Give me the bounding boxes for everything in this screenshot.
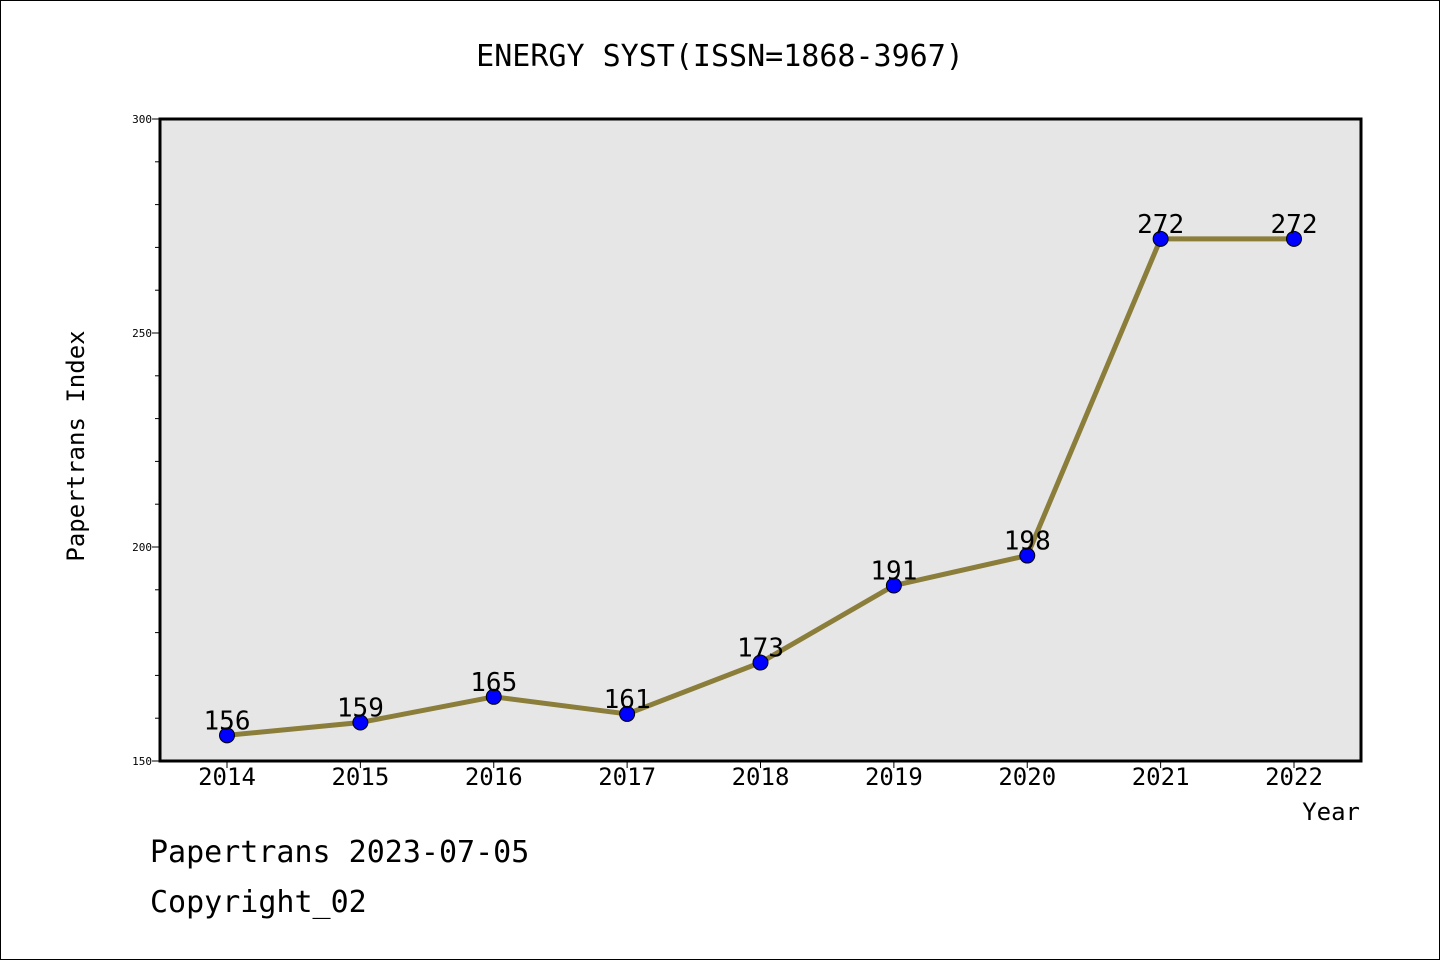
data-point (352, 714, 369, 731)
footer-date: Papertrans 2023-07-05 (150, 835, 530, 870)
x-axis: 2014 2015 2016 2017 2018 2019 2020 2021 2022 (198, 761, 1323, 791)
data-label: 156 (204, 706, 251, 736)
y-tick-label: 200 (132, 541, 152, 554)
y-tick-label: 150 (132, 755, 152, 768)
data-label: 165 (470, 668, 517, 698)
plot-area (158, 117, 1363, 763)
data-point (485, 688, 502, 705)
data-label: 272 (1271, 210, 1318, 240)
x-tick-label: 2017 (598, 763, 656, 791)
y-tick-label: 250 (132, 327, 152, 340)
data-label: 191 (870, 557, 917, 587)
x-tick-label: 2021 (1132, 763, 1190, 791)
data-label: 161 (604, 685, 651, 715)
data-label: 198 (1004, 527, 1051, 557)
data-point (1019, 547, 1036, 564)
x-tick-label: 2015 (331, 763, 389, 791)
data-labels: 156 159 165 161 173 191 198 272 272 (204, 210, 1318, 736)
x-axis-label: Year (1302, 798, 1360, 826)
data-point (619, 705, 636, 722)
data-point (752, 654, 769, 671)
x-tick-label: 2019 (865, 763, 923, 791)
data-point (219, 727, 235, 744)
x-tick-label: 2022 (1265, 763, 1323, 791)
series-layer (219, 230, 1302, 744)
data-point (1286, 230, 1302, 247)
data-point (1152, 230, 1169, 247)
chart-title: ENERGY SYST(ISSN=1868-3967) (476, 39, 964, 74)
data-label: 272 (1137, 210, 1184, 240)
footer-copyright: Copyright_02 (150, 885, 367, 920)
y-axis-label: Papertrans Index (62, 330, 90, 561)
x-tick-label: 2016 (465, 763, 523, 791)
x-tick-label: 2014 (198, 763, 256, 791)
x-tick-label: 2020 (998, 763, 1056, 791)
data-label: 173 (737, 634, 784, 664)
x-tick-label: 2018 (732, 763, 790, 791)
y-axis: 150 200 250 300 (132, 113, 160, 768)
data-label: 159 (337, 693, 384, 723)
y-tick-label: 300 (132, 113, 152, 126)
data-point (885, 577, 902, 594)
